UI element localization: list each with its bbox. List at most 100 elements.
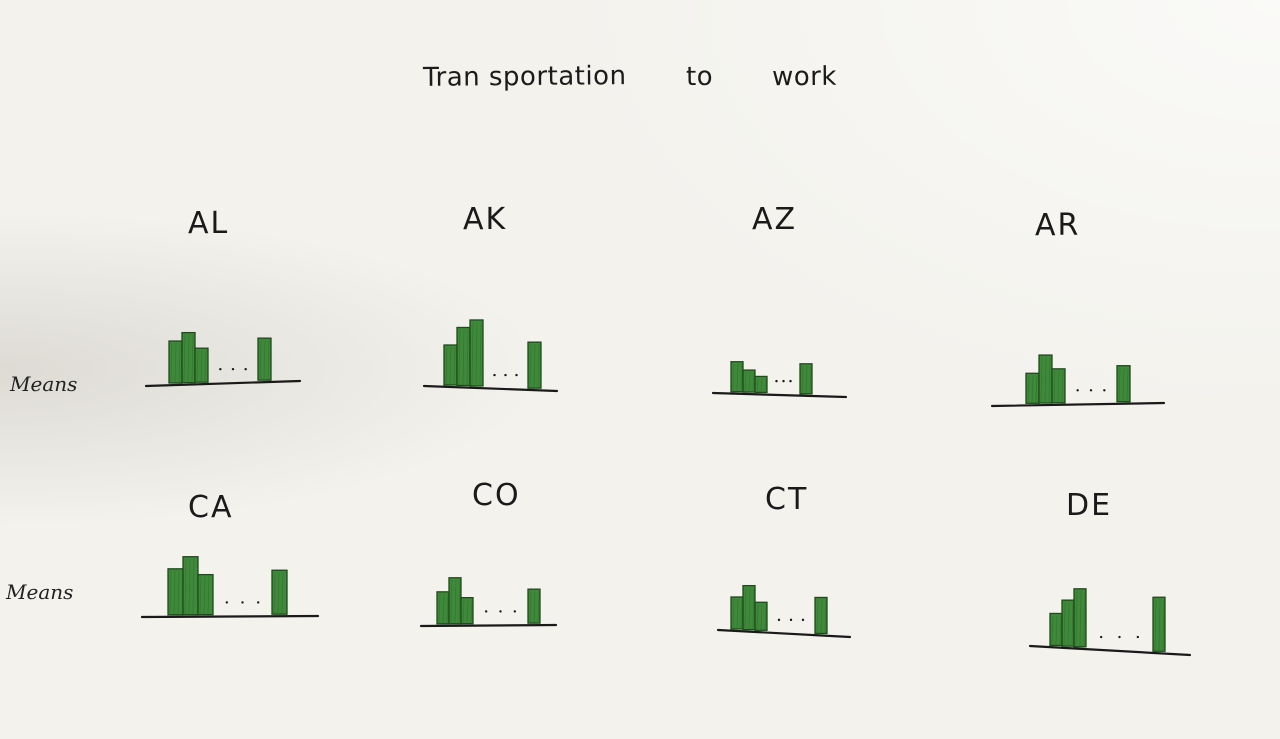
bar-hatch	[764, 604, 767, 630]
bar-hatch	[820, 599, 823, 633]
bar-hatch	[1162, 599, 1165, 651]
bar-hatch	[537, 591, 540, 623]
bar-hatch	[824, 599, 827, 633]
ellipsis-dot	[231, 367, 235, 371]
ellipsis-dot	[241, 601, 244, 604]
state-label-ct: CT	[765, 482, 809, 517]
bar-hatch	[273, 572, 276, 614]
bar-hatch	[748, 587, 751, 629]
bar-hatch	[744, 372, 747, 392]
ellipsis-dot	[515, 373, 518, 377]
bar-hatch	[1067, 602, 1070, 646]
bar-hatch	[174, 343, 177, 383]
bar-hatch	[446, 593, 449, 623]
bar-hatch	[466, 329, 469, 385]
bar-hatch	[445, 346, 448, 385]
bar-hatch	[462, 329, 465, 385]
bar-hatch	[1059, 615, 1062, 645]
bar	[197, 573, 214, 616]
bar-hatch	[529, 591, 532, 623]
bar-hatch	[1044, 357, 1047, 403]
baseline	[716, 628, 852, 639]
bar-hatch	[281, 572, 284, 614]
bar-hatch	[196, 350, 199, 382]
bar-hatch	[744, 587, 747, 629]
small-chart-co	[419, 577, 558, 628]
state-label-co: CO	[472, 478, 521, 513]
bar-hatch	[1061, 370, 1064, 402]
bar-hatch	[458, 329, 461, 385]
ellipsis-dot	[782, 379, 785, 383]
bar-hatch	[1035, 375, 1038, 403]
ellipsis-dot	[493, 373, 496, 377]
bar-hatch	[199, 576, 202, 614]
baseline	[422, 384, 559, 393]
bar-hatch	[173, 570, 176, 614]
bar-hatch	[805, 365, 808, 393]
small-chart-ar	[990, 354, 1166, 408]
bar-hatch	[1055, 615, 1058, 645]
bar-hatch	[756, 604, 759, 630]
bar-hatch	[752, 372, 755, 392]
bar-hatch	[801, 365, 804, 393]
bar-hatch	[764, 378, 767, 392]
bar-hatch	[471, 321, 474, 385]
bar-hatch	[462, 599, 465, 623]
bar-hatch	[1053, 370, 1056, 402]
bar-hatch	[204, 350, 207, 382]
ellipsis-dot	[801, 618, 805, 622]
ellipsis-dot	[775, 379, 778, 383]
bar-hatch	[188, 558, 191, 614]
ellipsis-dot	[244, 367, 247, 371]
bar-hatch	[187, 334, 190, 382]
bar-hatch	[752, 587, 755, 629]
ellipsis-dot	[1089, 389, 1093, 392]
bar-hatch	[1126, 367, 1129, 401]
small-chart-ct	[716, 584, 852, 639]
bar-hatch	[748, 372, 751, 392]
ellipsis-dot	[219, 367, 222, 371]
bar-hatch	[529, 344, 532, 388]
bar-hatch	[1079, 590, 1082, 646]
bar-hatch	[1051, 615, 1054, 645]
bar-hatch	[760, 378, 763, 392]
bar-hatch	[736, 598, 739, 629]
bar-hatch	[1057, 370, 1060, 402]
state-label-al: AL	[188, 206, 230, 241]
bar-hatch	[816, 599, 819, 633]
ellipsis-dot	[1136, 635, 1140, 639]
small-chart-ak	[422, 319, 559, 393]
bar-hatch	[756, 378, 759, 392]
state-label-az: AZ	[752, 202, 798, 237]
ellipsis-dot	[1103, 389, 1106, 392]
bar-hatch	[449, 346, 452, 385]
bar-hatch	[263, 340, 266, 380]
row-label-means: Means	[10, 372, 78, 396]
baseline	[1028, 644, 1192, 657]
bar-hatch	[277, 572, 280, 614]
bar-hatch	[466, 599, 469, 623]
ellipsis-dot	[777, 618, 781, 622]
ellipsis-dot	[789, 379, 792, 383]
bar-hatch	[1027, 375, 1030, 403]
bar-hatch	[537, 344, 540, 388]
small-chart-de	[1028, 588, 1192, 657]
baseline	[990, 401, 1166, 408]
bar-hatch	[450, 579, 453, 623]
ellipsis-dot	[1076, 389, 1079, 392]
baseline	[419, 623, 558, 628]
bar-hatch	[1075, 590, 1078, 646]
state-label-ar: AR	[1035, 208, 1081, 243]
state-label-ca: CA	[188, 490, 234, 525]
state-label-de: DE	[1066, 488, 1113, 523]
ellipsis-dot	[225, 601, 229, 604]
bar-hatch	[1048, 357, 1051, 403]
bar-hatch	[458, 579, 461, 623]
bar-hatch	[183, 334, 186, 382]
bar-hatch	[1118, 367, 1121, 401]
bar-hatch	[453, 346, 456, 385]
bar-hatch	[207, 576, 210, 614]
ellipsis-dot	[513, 610, 517, 613]
bar-hatch	[170, 343, 173, 383]
